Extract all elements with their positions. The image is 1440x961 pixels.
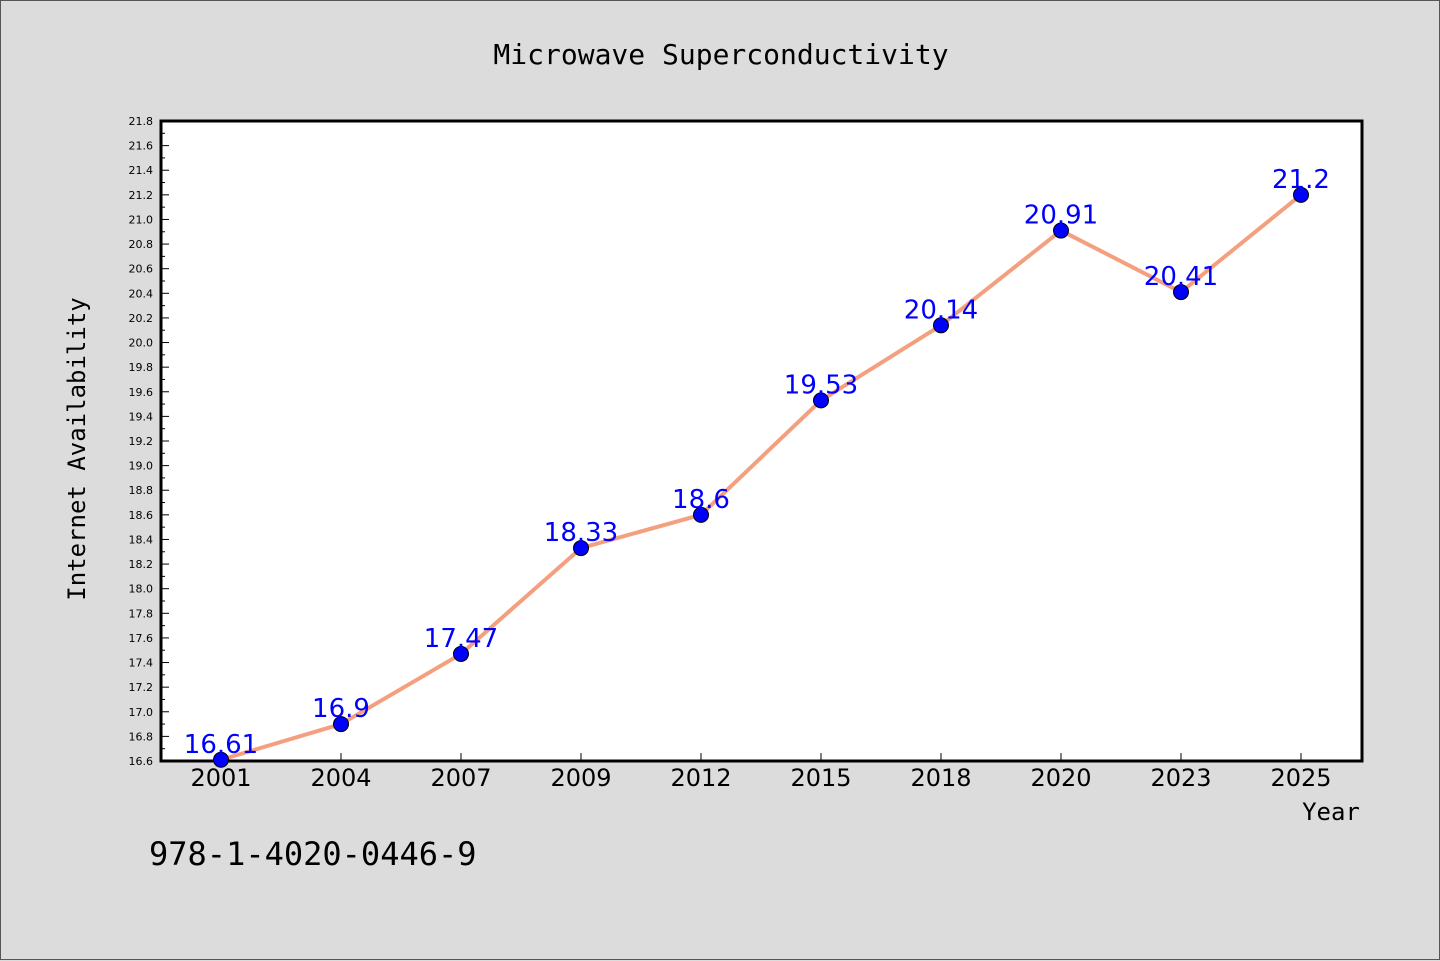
x-tick-label: 2020 xyxy=(1030,764,1091,792)
x-tick-label: 2023 xyxy=(1150,764,1211,792)
data-label: 16.61 xyxy=(184,730,258,760)
y-tick-label: 16.6 xyxy=(129,755,154,768)
y-tick-label: 20.4 xyxy=(129,287,154,300)
y-tick-label: 20.8 xyxy=(129,238,154,251)
y-tick-label: 19.6 xyxy=(129,386,154,399)
x-tick-label: 2001 xyxy=(190,764,251,792)
series-markers xyxy=(213,186,1309,768)
data-label: 20.41 xyxy=(1144,262,1218,292)
data-point xyxy=(933,317,949,334)
x-axis: 2001 2004 2007 2009 2012 2015 2018 2020 2023 2025 xyxy=(190,753,1332,792)
plot-area xyxy=(159,119,1364,763)
y-tick-label: 20.0 xyxy=(129,337,154,350)
y-tick-label: 20.6 xyxy=(129,263,154,276)
x-tick-label: 2012 xyxy=(670,764,731,792)
data-label: 17.47 xyxy=(424,624,498,654)
data-point xyxy=(1173,284,1189,301)
data-point xyxy=(453,645,469,662)
data-point xyxy=(1293,186,1309,203)
data-point xyxy=(693,506,709,523)
data-label: 19.53 xyxy=(784,370,858,400)
data-point xyxy=(333,716,349,733)
data-point xyxy=(813,392,829,409)
data-point xyxy=(1053,222,1069,239)
y-tick-label: 20.2 xyxy=(129,312,154,325)
y-tick-label: 19.0 xyxy=(129,460,154,473)
x-tick-label: 2007 xyxy=(430,764,491,792)
y-tick-label: 17.4 xyxy=(129,657,154,670)
y-tick-label: 21.8 xyxy=(129,115,154,128)
y-axis: 16.6 16.8 17.0 17.2 17.4 17.6 17.8 18.0 18.2 18.4… xyxy=(129,115,169,768)
data-point xyxy=(573,540,589,557)
y-tick-label: 18.2 xyxy=(129,558,154,571)
y-tick-label: 18.0 xyxy=(129,583,154,596)
x-tick-label: 2009 xyxy=(550,764,611,792)
y-tick-label: 18.4 xyxy=(129,533,154,546)
y-tick-label: 17.8 xyxy=(129,607,154,620)
chart-title: Microwave Superconductivity xyxy=(493,38,948,71)
x-tick-label: 2015 xyxy=(790,764,851,792)
y-tick-label: 21.4 xyxy=(129,164,154,177)
data-labels: 16.61 16.9 17.47 18.33 18.6 19.53 20.14 20.91 20… xyxy=(184,165,1330,760)
data-label: 21.2 xyxy=(1272,165,1330,195)
y-tick-label: 19.2 xyxy=(129,435,154,448)
y-tick-label: 18.8 xyxy=(129,484,154,497)
y-tick-label: 21.6 xyxy=(129,140,154,153)
data-label: 16.9 xyxy=(312,694,370,724)
x-tick-label: 2018 xyxy=(910,764,971,792)
data-label: 18.33 xyxy=(544,518,618,548)
x-axis-label: Year xyxy=(1302,798,1360,826)
y-tick-label: 19.4 xyxy=(129,410,154,423)
series-line xyxy=(220,193,1303,762)
y-tick-label: 17.2 xyxy=(129,681,154,694)
y-tick-label: 17.6 xyxy=(129,632,154,645)
data-label: 20.14 xyxy=(904,295,978,325)
isbn-text: 978-1-4020-0446-9 xyxy=(149,835,477,873)
data-label: 18.6 xyxy=(672,485,730,515)
data-point xyxy=(213,751,229,768)
data-label: 20.91 xyxy=(1024,201,1098,231)
x-tick-label: 2004 xyxy=(310,764,371,792)
x-tick-label: 2025 xyxy=(1270,764,1331,792)
y-tick-label: 19.8 xyxy=(129,361,154,374)
y-tick-label: 16.8 xyxy=(129,730,154,743)
y-tick-label: 17.0 xyxy=(129,706,154,719)
y-axis-label: Internet Availability xyxy=(63,297,91,600)
y-tick-label: 21.0 xyxy=(129,213,154,226)
y-tick-label: 21.2 xyxy=(129,189,154,202)
y-tick-label: 18.6 xyxy=(129,509,154,522)
